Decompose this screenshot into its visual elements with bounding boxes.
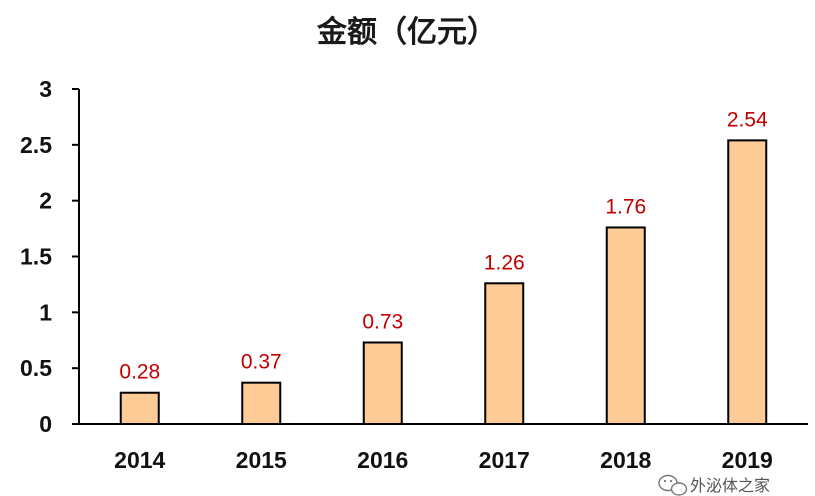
bar-2018 [605, 226, 646, 425]
bars [119, 139, 768, 426]
bar-2017 [484, 282, 525, 425]
data-label: 0.73 [362, 310, 403, 333]
y-tick-label: 1.5 [20, 244, 52, 270]
watermark-text: 外泌体之家 [690, 476, 770, 495]
y-tick-label: 3 [39, 76, 52, 102]
chart-title: 金额（亿元） [316, 15, 497, 50]
bar-2019 [727, 139, 768, 425]
y-tick-label: 0 [39, 411, 52, 437]
data-labels: 0.28 0.37 0.73 1.26 1.76 2.54 [119, 108, 768, 383]
y-tick-label: 1 [39, 299, 52, 325]
y-axis-ticks: 0 0.5 1 1.5 2 2.5 3 [20, 76, 79, 437]
wechat-icon [658, 474, 688, 496]
x-tick-label: 2015 [236, 447, 287, 473]
y-tick-label: 2 [39, 188, 52, 214]
x-tick-label: 2014 [114, 447, 165, 473]
bar-2014 [119, 391, 160, 426]
y-tick-label: 2.5 [20, 132, 52, 158]
data-label: 1.76 [605, 195, 646, 218]
bar-2016 [362, 341, 403, 426]
data-label: 0.37 [241, 351, 282, 374]
data-label: 2.54 [727, 108, 768, 131]
watermark: 外泌体之家 [658, 474, 770, 496]
y-tick-label: 0.5 [20, 355, 52, 381]
x-tick-label: 2019 [722, 447, 773, 473]
data-label: 0.28 [119, 361, 160, 384]
x-tick-label: 2017 [479, 447, 530, 473]
bar-2015 [241, 381, 282, 425]
x-tick-label: 2016 [357, 447, 408, 473]
x-tick-label: 2018 [600, 447, 651, 473]
x-axis-ticks: 2014 2015 2016 2017 2018 2019 [114, 447, 773, 473]
data-label: 1.26 [484, 251, 525, 274]
